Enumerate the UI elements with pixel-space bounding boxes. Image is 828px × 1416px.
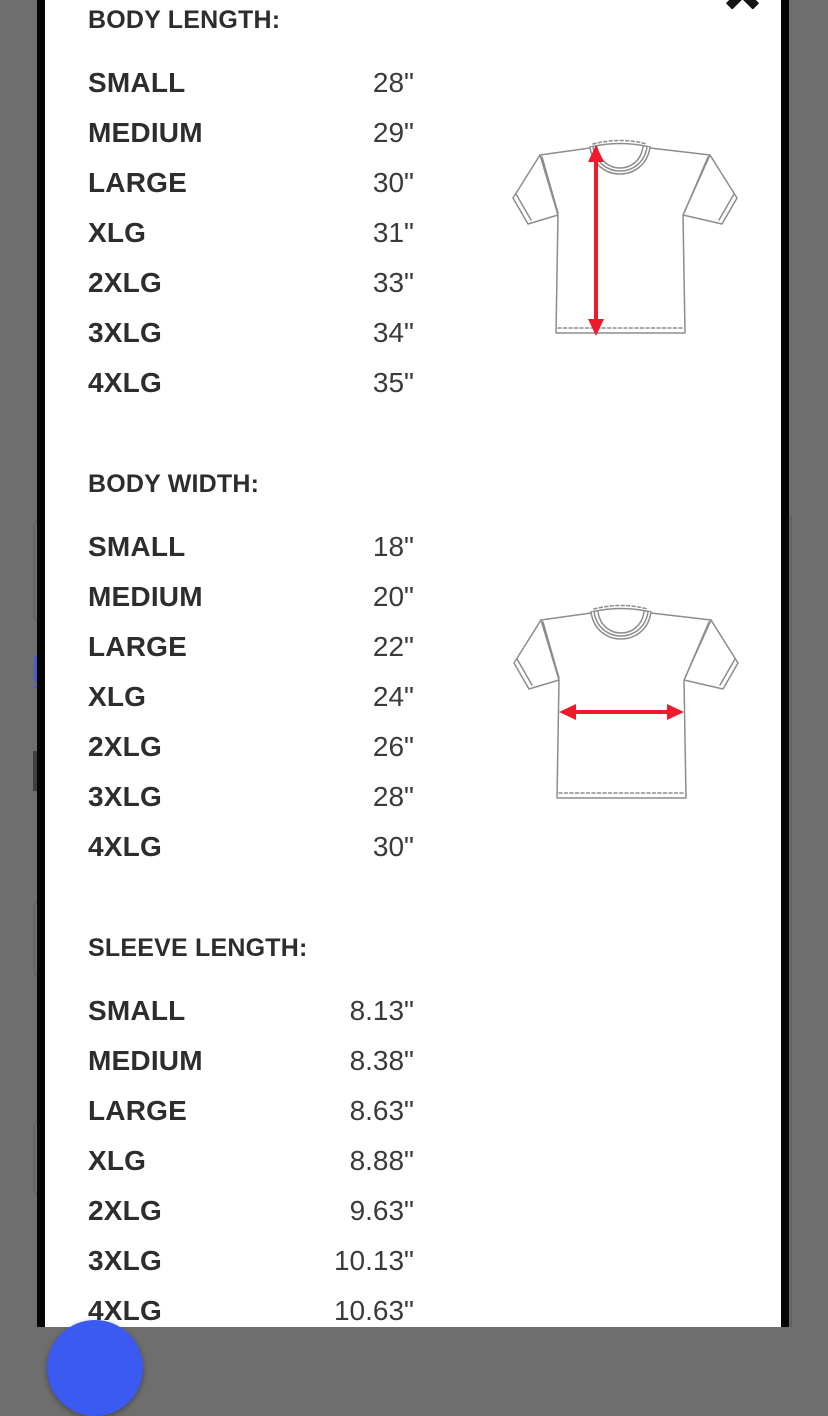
size-row: 2XLG 33" bbox=[88, 258, 414, 308]
size-row: 3XLG 34" bbox=[88, 308, 414, 358]
size-value: 29" bbox=[372, 117, 414, 148]
body-width-section: BODY WIDTH: SMALL 18" MEDIUM 20" LARGE 22" … bbox=[88, 470, 414, 872]
size-row: MEDIUM 20" bbox=[88, 572, 414, 622]
size-row: MEDIUM 29" bbox=[88, 108, 414, 158]
close-icon[interactable] bbox=[721, 0, 765, 11]
size-label: MEDIUM bbox=[88, 1045, 203, 1076]
size-label: XLG bbox=[88, 1145, 147, 1176]
size-rows: SMALL 8.13" MEDIUM 8.38" LARGE 8.63" XLG 8.8… bbox=[88, 986, 414, 1336]
width-arrow-icon bbox=[559, 704, 684, 720]
size-label: SMALL bbox=[88, 67, 186, 98]
size-rows: SMALL 18" MEDIUM 20" LARGE 22" XLG 24" 2XLG 2… bbox=[88, 522, 414, 872]
size-row: XLG 24" bbox=[88, 672, 414, 722]
size-row: LARGE 8.63" bbox=[88, 1086, 414, 1136]
section-title: BODY LENGTH: bbox=[88, 6, 281, 34]
size-value: 8.13" bbox=[349, 995, 414, 1026]
size-value: 28" bbox=[372, 67, 414, 98]
length-arrow-icon bbox=[588, 145, 604, 336]
size-label: 2XLG bbox=[88, 731, 162, 762]
size-value: 8.63" bbox=[349, 1095, 414, 1126]
body-length-section: BODY LENGTH: SMALL 28" MEDIUM 29" LARGE 30"… bbox=[88, 6, 414, 408]
size-row: LARGE 22" bbox=[88, 622, 414, 672]
size-row: 4XLG 10.63" bbox=[88, 1286, 414, 1336]
size-row: XLG 8.88" bbox=[88, 1136, 414, 1186]
size-row: 3XLG 10.13" bbox=[88, 1236, 414, 1286]
size-value: 28" bbox=[372, 781, 414, 812]
size-label: SMALL bbox=[88, 531, 186, 562]
size-row: 4XLG 35" bbox=[88, 358, 414, 408]
size-value: 26" bbox=[372, 731, 414, 762]
size-value: 10.13" bbox=[333, 1245, 414, 1276]
size-value: 24" bbox=[372, 681, 414, 712]
size-value: 35" bbox=[372, 367, 414, 398]
size-value: 10.63" bbox=[333, 1295, 414, 1326]
size-value: 30" bbox=[372, 167, 414, 198]
size-label: XLG bbox=[88, 217, 147, 248]
size-value: 9.63" bbox=[349, 1195, 414, 1226]
tshirt-length-diagram bbox=[512, 139, 738, 336]
size-row: XLG 31" bbox=[88, 208, 414, 258]
size-value: 18" bbox=[372, 531, 414, 562]
section-title: SLEEVE LENGTH: bbox=[88, 934, 308, 962]
size-label: SMALL bbox=[88, 995, 186, 1026]
size-label: 2XLG bbox=[88, 1195, 162, 1226]
size-label: 3XLG bbox=[88, 317, 162, 348]
size-label: 4XLG bbox=[88, 367, 162, 398]
size-label: 3XLG bbox=[88, 781, 162, 812]
background-edge-fragment bbox=[790, 515, 792, 1327]
size-row: LARGE 30" bbox=[88, 158, 414, 208]
background-heading-fragment bbox=[33, 751, 40, 791]
size-label: 3XLG bbox=[88, 1245, 162, 1276]
size-label: 2XLG bbox=[88, 267, 162, 298]
size-value: 8.88" bbox=[349, 1145, 414, 1176]
section-title: BODY WIDTH: bbox=[88, 470, 260, 498]
size-value: 8.38" bbox=[349, 1045, 414, 1076]
size-row: SMALL 8.13" bbox=[88, 986, 414, 1036]
size-label: XLG bbox=[88, 681, 147, 712]
size-label: LARGE bbox=[88, 167, 187, 198]
size-value: 31" bbox=[372, 217, 414, 248]
chat-widget-button[interactable] bbox=[47, 1320, 143, 1416]
size-row: SMALL 28" bbox=[88, 58, 414, 108]
size-row: 4XLG 30" bbox=[88, 822, 414, 872]
tshirt-width-diagram bbox=[513, 604, 739, 799]
size-value: 34" bbox=[372, 317, 414, 348]
sleeve-length-section: SLEEVE LENGTH: SMALL 8.13" MEDIUM 8.38" LA… bbox=[88, 934, 414, 1336]
size-row: 2XLG 26" bbox=[88, 722, 414, 772]
size-value: 33" bbox=[372, 267, 414, 298]
size-row: MEDIUM 8.38" bbox=[88, 1036, 414, 1086]
size-label: LARGE bbox=[88, 631, 187, 662]
size-label: LARGE bbox=[88, 1095, 187, 1126]
size-chart-modal: BODY LENGTH: SMALL 28" MEDIUM 29" LARGE 30"… bbox=[37, 0, 789, 1327]
size-value: 20" bbox=[372, 581, 414, 612]
size-label: MEDIUM bbox=[88, 117, 203, 148]
size-value: 30" bbox=[372, 831, 414, 862]
size-label: 4XLG bbox=[88, 831, 162, 862]
size-rows: SMALL 28" MEDIUM 29" LARGE 30" XLG 31" 2XLG 3… bbox=[88, 58, 414, 408]
size-value: 22" bbox=[372, 631, 414, 662]
size-row: SMALL 18" bbox=[88, 522, 414, 572]
size-row: 2XLG 9.63" bbox=[88, 1186, 414, 1236]
size-label: MEDIUM bbox=[88, 581, 203, 612]
size-row: 3XLG 28" bbox=[88, 772, 414, 822]
